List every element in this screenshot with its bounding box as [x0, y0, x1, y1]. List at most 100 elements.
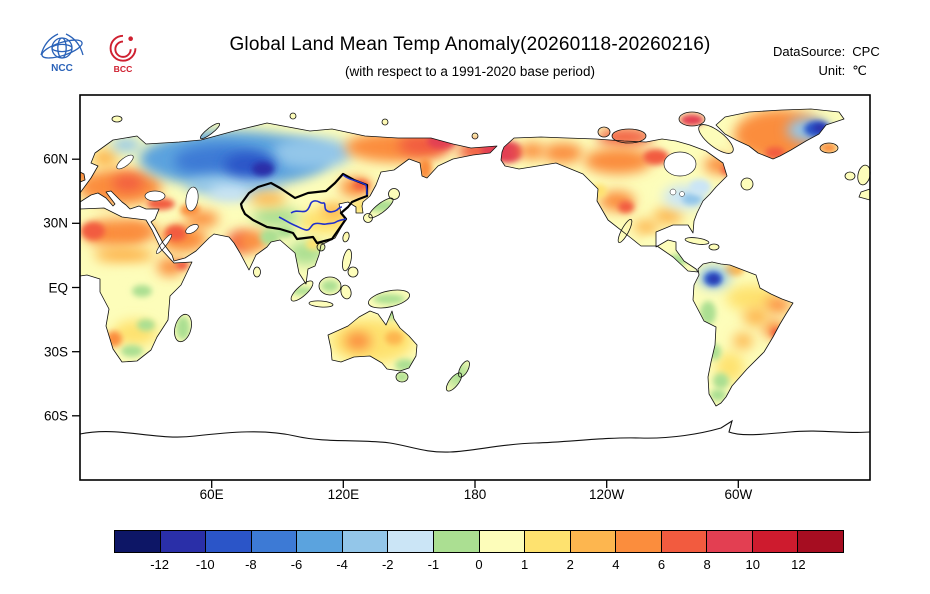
sri-lanka-island [253, 267, 261, 277]
world-map [72, 94, 871, 488]
china-border [239, 172, 369, 245]
great-lakes [669, 188, 677, 196]
antarctica-coast [79, 419, 871, 453]
cuba-island [684, 237, 710, 245]
africa-land [79, 207, 193, 363]
borneo-island [318, 276, 342, 296]
colorbar-tick-label: -10 [195, 557, 215, 572]
lat-tick-label: EQ [48, 280, 68, 295]
swirl-dot [128, 36, 133, 41]
anomaly-blob [704, 156, 736, 174]
north-america-land [500, 136, 728, 273]
anomaly-blob [132, 285, 152, 297]
anomaly-blob [689, 179, 711, 195]
taiwan-island [342, 231, 350, 243]
anomaly-blob [591, 184, 607, 198]
unit-value: ℃ [852, 63, 867, 78]
colorbar-cell [115, 531, 161, 552]
anomaly-blob [643, 149, 669, 165]
baja-peninsula [617, 219, 633, 243]
wrangel-island [472, 133, 478, 139]
victoria-island [611, 128, 647, 144]
madagascar-island [174, 313, 192, 343]
anomaly-blob [321, 280, 339, 292]
greenland-land [715, 108, 845, 160]
colorbar-cell [206, 531, 252, 552]
tasmania-island [395, 371, 409, 383]
page-title: Global Land Mean Temp Anomaly(20260118-2… [229, 34, 711, 55]
sulawesi-island [340, 284, 352, 300]
colorbar-cell [297, 531, 343, 552]
svalbard-island [111, 115, 123, 123]
lon-tick-label: 60E [199, 487, 224, 502]
yangtze-river [278, 216, 347, 231]
colorbar-tick-label: 12 [791, 557, 806, 572]
colorbar-tick-label: 0 [475, 557, 483, 572]
kyushu-island [363, 213, 373, 223]
amur-river [342, 174, 368, 196]
anomaly-blob [680, 114, 704, 126]
colorbar-tick-label: -4 [336, 557, 348, 572]
newfoundland-island [740, 177, 754, 191]
datasource-value: CPC [852, 44, 880, 59]
page-subtitle: (with respect to a 1991-2020 base period… [345, 64, 595, 79]
sumatra-island [290, 280, 314, 302]
lon-tick-label: 180 [463, 487, 487, 502]
severnaya-zemlya-island [289, 112, 297, 120]
new-guinea-island [367, 289, 411, 309]
colorbar-tick-label: 4 [612, 557, 620, 572]
new-zealand-north-island [458, 360, 470, 378]
new-zealand-south-island [445, 372, 463, 392]
colorbar-tick-label: 1 [521, 557, 529, 572]
mindanao-island [347, 266, 359, 278]
colorbar-tick-label: -12 [150, 557, 170, 572]
anomaly-blob [418, 158, 432, 180]
swirl-icon [109, 34, 137, 62]
anomaly-blob [633, 220, 659, 234]
anomaly-blob [743, 308, 769, 326]
axis-ticks [72, 158, 739, 488]
severnaya-zemlya-island [290, 113, 296, 119]
anomaly-blob [175, 260, 189, 270]
banks-island [597, 126, 611, 138]
anomaly-blob [721, 165, 735, 175]
anomaly-blob [94, 247, 154, 263]
anomaly-blob [121, 345, 143, 357]
colorbar-cell [798, 531, 843, 552]
baffin-island [698, 124, 734, 154]
baltic-sea [116, 154, 134, 170]
kyushu-island [363, 213, 373, 223]
colorbar-cell [616, 531, 662, 552]
hokkaido-island [388, 188, 400, 200]
colorbar-tick-label: 8 [703, 557, 711, 572]
hokkaido-island [388, 188, 400, 200]
hudson-bay [663, 151, 697, 177]
ncc-logo-text: NCC [51, 63, 73, 74]
hispaniola-island [708, 243, 720, 251]
colorbar-tick-label: -6 [290, 557, 303, 572]
colorbar-cell [661, 531, 708, 552]
lon-tick-label: 60W [724, 487, 753, 502]
colorbar-cell [752, 531, 799, 552]
mindanao-island [348, 267, 358, 277]
new-siberian-island [381, 118, 389, 126]
anomaly-blob [813, 124, 827, 132]
anomaly-blob [176, 316, 190, 340]
lat-tick-label: 30S [43, 344, 68, 360]
anomaly-blob [81, 222, 105, 240]
anomaly-blob [584, 148, 652, 174]
ireland-island [844, 171, 856, 181]
colorbar-cell [342, 531, 389, 552]
anomaly-blob [353, 180, 369, 190]
title-block: Global Land Mean Temp Anomaly(20260118-2… [165, 34, 775, 79]
philippines-island [342, 248, 352, 272]
anomaly-blob [821, 143, 837, 153]
lat-tick-label: 60S [43, 408, 68, 424]
caspian-sea [185, 186, 199, 212]
anomaly-blob [653, 208, 683, 224]
colorbar: -12 -10 -8 -6 -4 -2 -1 0 1 2 4 6 8 10 12 [114, 530, 844, 575]
bcc-logo-text: BCC [114, 64, 133, 74]
newfoundland-island [741, 178, 753, 190]
anomaly-blob [92, 149, 118, 167]
anomaly-blob [272, 137, 352, 169]
